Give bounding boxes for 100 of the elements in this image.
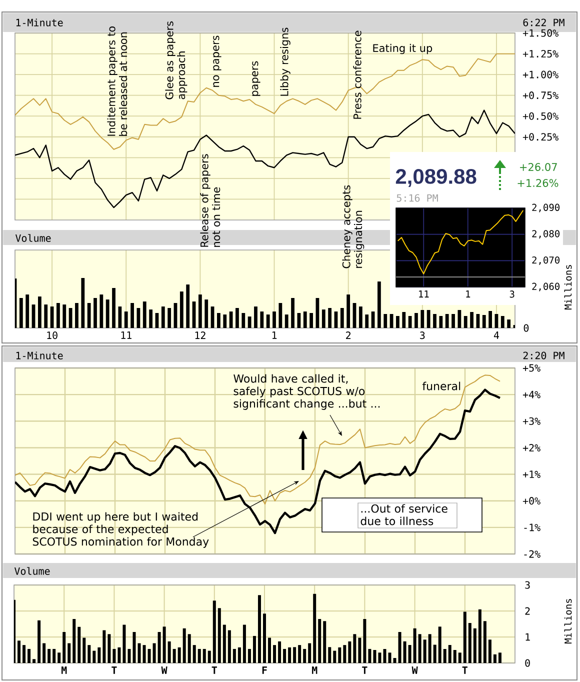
bar <box>82 638 86 663</box>
x-tick-label: 1 <box>272 332 277 339</box>
bar <box>293 647 296 663</box>
y-tick-label: -2% <box>524 550 540 558</box>
x-tick-label: T <box>212 666 217 674</box>
bar <box>463 612 466 663</box>
bar <box>488 310 492 328</box>
bar <box>26 294 30 328</box>
annotation: Would have called it, safely past SCOTUS w/o significant change ...but ... <box>234 374 380 410</box>
bar <box>398 632 402 663</box>
annotation: ...Out of service due to illness <box>360 504 448 526</box>
bar <box>52 648 56 663</box>
bar <box>266 314 270 328</box>
x-tick-label: 11 <box>419 290 429 298</box>
bar <box>323 621 326 663</box>
y-tick-label: 0 <box>525 659 530 667</box>
bar <box>242 624 246 663</box>
bar <box>310 312 313 328</box>
chart-title: Volume <box>15 234 51 242</box>
bar <box>152 643 156 663</box>
bar <box>222 624 226 663</box>
bar <box>72 619 76 663</box>
bar <box>58 652 61 663</box>
bar <box>228 630 231 663</box>
bar <box>106 299 110 328</box>
y-tick-label: +1.25% <box>522 50 558 58</box>
bar <box>162 626 166 663</box>
x-tick-label: 4 <box>494 332 500 339</box>
bar <box>468 622 472 663</box>
line-series <box>15 374 500 505</box>
x-tick-label: 2 <box>346 332 350 339</box>
bar <box>343 645 346 663</box>
y-tick-label: 1 <box>526 633 530 641</box>
bar <box>48 648 51 663</box>
bar <box>452 314 455 328</box>
annotation: papers <box>252 61 260 96</box>
bar <box>464 316 468 328</box>
y-tick-label: 2,080 <box>532 230 560 239</box>
annotation: DDI went up here but I waited because of the expected SCOTUS nomination for Monday <box>32 512 209 548</box>
x-tick-label: 12 <box>195 332 206 339</box>
annotation: Release of papers not on time <box>200 154 220 247</box>
bar <box>438 626 442 663</box>
bar <box>102 630 106 663</box>
bar <box>98 647 101 663</box>
x-tick-label: 3 <box>510 290 514 298</box>
bar <box>408 645 412 663</box>
bar <box>328 647 332 663</box>
bar <box>112 288 116 328</box>
bar <box>378 652 382 663</box>
bar <box>493 654 496 663</box>
bar <box>478 609 482 663</box>
y-tick-label: +3% <box>522 417 540 425</box>
x-tick-label: 11 <box>121 332 132 339</box>
bar <box>44 304 48 328</box>
x-tick-label: W <box>161 666 168 674</box>
bar <box>418 634 422 663</box>
bar <box>238 647 241 663</box>
bar <box>313 594 316 663</box>
bar <box>198 294 202 328</box>
bar <box>340 308 344 328</box>
bar <box>168 308 172 328</box>
bar <box>507 319 511 328</box>
y-tick-label: +0% <box>522 497 540 505</box>
y-axis-title: Millions <box>564 265 572 310</box>
bar <box>483 621 486 663</box>
y-tick-label: +1.00% <box>522 70 558 78</box>
bar <box>188 634 191 663</box>
y-tick-label: -1% <box>524 524 540 532</box>
bar <box>38 620 41 663</box>
bar <box>473 628 476 663</box>
annotation: Press conference <box>353 30 362 119</box>
bar <box>262 614 266 663</box>
bar <box>396 316 400 328</box>
bar <box>348 641 352 663</box>
bar <box>242 312 246 328</box>
y-tick-label: +2% <box>522 444 540 452</box>
bar <box>118 306 122 328</box>
bar <box>18 640 21 663</box>
chart-title: Volume <box>14 567 50 575</box>
bar <box>298 645 302 663</box>
bar <box>182 628 186 663</box>
bar <box>498 652 502 663</box>
bar <box>346 294 350 328</box>
bar <box>202 648 206 663</box>
bar <box>68 308 72 328</box>
y-tick-label: +5% <box>522 364 540 372</box>
bar <box>212 600 216 663</box>
bar <box>443 648 446 663</box>
y-tick-label: +4% <box>522 390 540 398</box>
bar <box>278 302 282 328</box>
bar <box>308 643 312 663</box>
bar <box>180 291 184 328</box>
bar <box>32 659 36 663</box>
bar <box>161 306 165 328</box>
annotation: Inditement papers to be released at noon <box>107 26 128 136</box>
bar <box>128 648 131 663</box>
bar <box>403 641 406 663</box>
bar <box>291 298 294 328</box>
y-tick-label: +1.50% <box>522 29 558 37</box>
bar <box>303 311 307 328</box>
